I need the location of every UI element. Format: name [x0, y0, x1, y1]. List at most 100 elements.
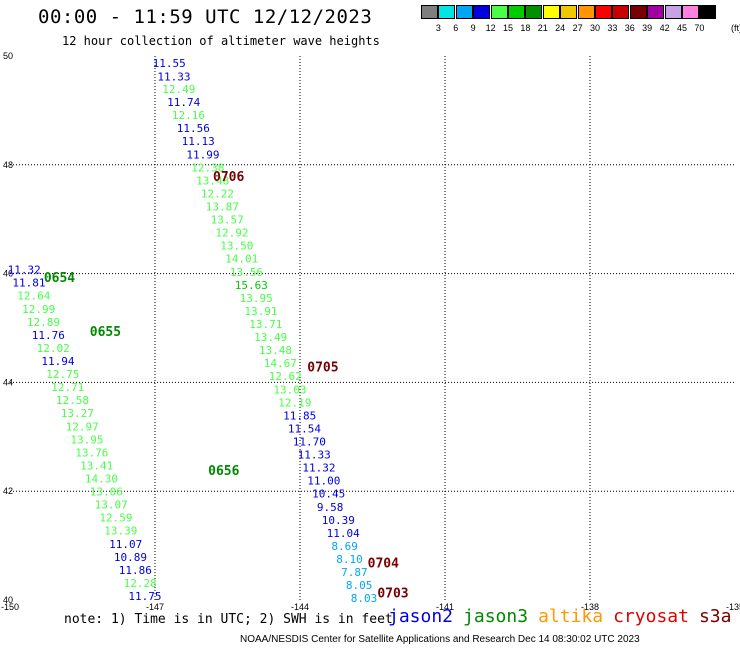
wave-height-value: 12.92 [215, 227, 248, 240]
colorbar-swatch [629, 5, 647, 19]
pass-time-label: 0705 [307, 361, 338, 376]
wave-height-value: 12.62 [269, 370, 302, 383]
satellite-legend-altika: altika [538, 606, 604, 627]
colorbar-swatch [577, 5, 595, 19]
colorbar-label: 9 [470, 23, 476, 33]
wave-height-value: 13.41 [80, 459, 113, 472]
wave-height-value: 12.89 [27, 316, 60, 329]
colorbar-label: 45 [676, 23, 687, 33]
wave-height-value: 11.04 [327, 527, 360, 540]
x-tick-label: -141 [436, 602, 454, 612]
wave-height-value: 8.03 [351, 592, 378, 605]
colorbar-swatch [595, 5, 612, 19]
wave-height-value: 9.58 [317, 501, 344, 514]
colorbar-label: 18 [520, 23, 531, 33]
wave-height-value: 13.49 [254, 331, 287, 344]
wave-height-value: 13.06 [90, 486, 123, 499]
wave-height-value: 13.87 [206, 200, 239, 213]
colorbar-label: 42 [659, 23, 670, 33]
chart-title: 00:00 - 11:59 UTC 12/12/2023 [38, 6, 373, 28]
wave-height-value: 12.28 [124, 577, 157, 590]
wave-height-value: 12.97 [66, 420, 99, 433]
x-tick-label: -138 [581, 602, 599, 612]
colorbar-label: 36 [624, 23, 635, 33]
colorbar-label: 30 [589, 23, 600, 33]
wave-height-value: 11.86 [119, 564, 152, 577]
wave-height-value: 12.16 [172, 109, 205, 122]
wave-height-value: 11.33 [298, 449, 331, 462]
colorbar-swatch [525, 5, 543, 19]
colorbar-label: 3 [435, 23, 441, 33]
wave-height-value: 13.39 [104, 525, 137, 538]
wave-height-value: 10.45 [312, 488, 345, 501]
colorbar-label: 12 [485, 23, 496, 33]
satellite-legend-jason3: jason3 [463, 606, 529, 627]
wave-height-value: 14.01 [225, 253, 258, 266]
colorbar-swatch [490, 5, 508, 19]
colorbar-swatch [421, 5, 438, 19]
wave-height-value: 11.94 [41, 355, 74, 368]
wave-height-value: 13.56 [230, 266, 263, 279]
satellite-legend-jason2: jason2 [388, 606, 454, 627]
wave-height-value: 13.95 [240, 292, 273, 305]
x-tick-label: -144 [291, 602, 309, 612]
x-tick-label: -150 [1, 602, 19, 612]
y-tick-label: 40 [3, 595, 13, 605]
colorbar-swatch [438, 5, 456, 19]
wave-height-value: 11.76 [32, 329, 65, 342]
wave-height-value: 12.71 [51, 381, 84, 394]
wave-height-value: 7.87 [341, 566, 368, 579]
wave-height-value: 13.03 [273, 383, 306, 396]
wave-height-value: 13.76 [75, 446, 108, 459]
wave-height-value: 12.99 [22, 303, 55, 316]
colorbar-label: 21 [537, 23, 548, 33]
wave-height-value: 11.54 [288, 422, 321, 435]
wave-height-value: 11.74 [167, 96, 200, 109]
colorbar-units: (ft) [731, 23, 740, 33]
colorbar-swatch [682, 5, 699, 19]
colorbar-swatch [664, 5, 682, 19]
wave-height-value: 11.33 [157, 70, 190, 83]
x-tick-label: -147 [146, 602, 164, 612]
wave-height-value: 12.49 [162, 83, 195, 96]
satellite-legend-cryosat: cryosat [613, 606, 689, 627]
wave-height-value: 11.00 [307, 475, 340, 488]
note-text: note: 1) Time is in UTC; 2) SWH is in fe… [64, 612, 393, 627]
wave-height-value: 11.55 [153, 57, 186, 70]
wave-height-value: 10.39 [322, 514, 355, 527]
wave-height-value: 13.48 [259, 344, 292, 357]
wave-height-value: 13.07 [95, 499, 128, 512]
wave-height-value: 12.75 [46, 368, 79, 381]
y-tick-label: 44 [3, 377, 13, 387]
wave-height-value: 12.58 [56, 394, 89, 407]
wave-height-value: 8.69 [331, 540, 358, 553]
colorbar-swatch [560, 5, 578, 19]
wave-height-value: 14.30 [85, 472, 118, 485]
wave-height-value: 8.10 [336, 553, 363, 566]
colorbar-swatch [473, 5, 491, 19]
colorbar-label: 70 [694, 23, 705, 33]
colorbar-swatch [647, 5, 665, 19]
colorbar-label: 15 [502, 23, 513, 33]
wave-height-value: 11.07 [109, 538, 142, 551]
wave-height-value: 13.50 [220, 240, 253, 253]
wave-height-value: 10.89 [114, 551, 147, 564]
pass-time-label: 0704 [368, 556, 399, 571]
wave-height-value: 13.48 [196, 174, 229, 187]
wave-height-value: 13.27 [61, 407, 94, 420]
pass-time-label: 0655 [90, 325, 121, 340]
satellite-legend: jason2 jason3 altika cryosat s3a [388, 606, 740, 627]
wave-height-value: 13.57 [211, 214, 244, 227]
colorbar-label: 33 [607, 23, 618, 33]
wave-height-value: 11.56 [177, 122, 210, 135]
chart-subtitle: 12 hour collection of altimeter wave hei… [62, 34, 380, 48]
colorbar-swatch [612, 5, 630, 19]
colorbar-label: 6 [453, 23, 459, 33]
colorbar-swatch [455, 5, 473, 19]
y-tick-label: 48 [3, 160, 13, 170]
colorbar-swatch [508, 5, 525, 19]
wave-height-value: 15.63 [235, 279, 268, 292]
wave-height-value: 11.70 [293, 436, 326, 449]
colorbar-label: 39 [642, 23, 653, 33]
wave-height-value: 11.81 [12, 277, 45, 290]
